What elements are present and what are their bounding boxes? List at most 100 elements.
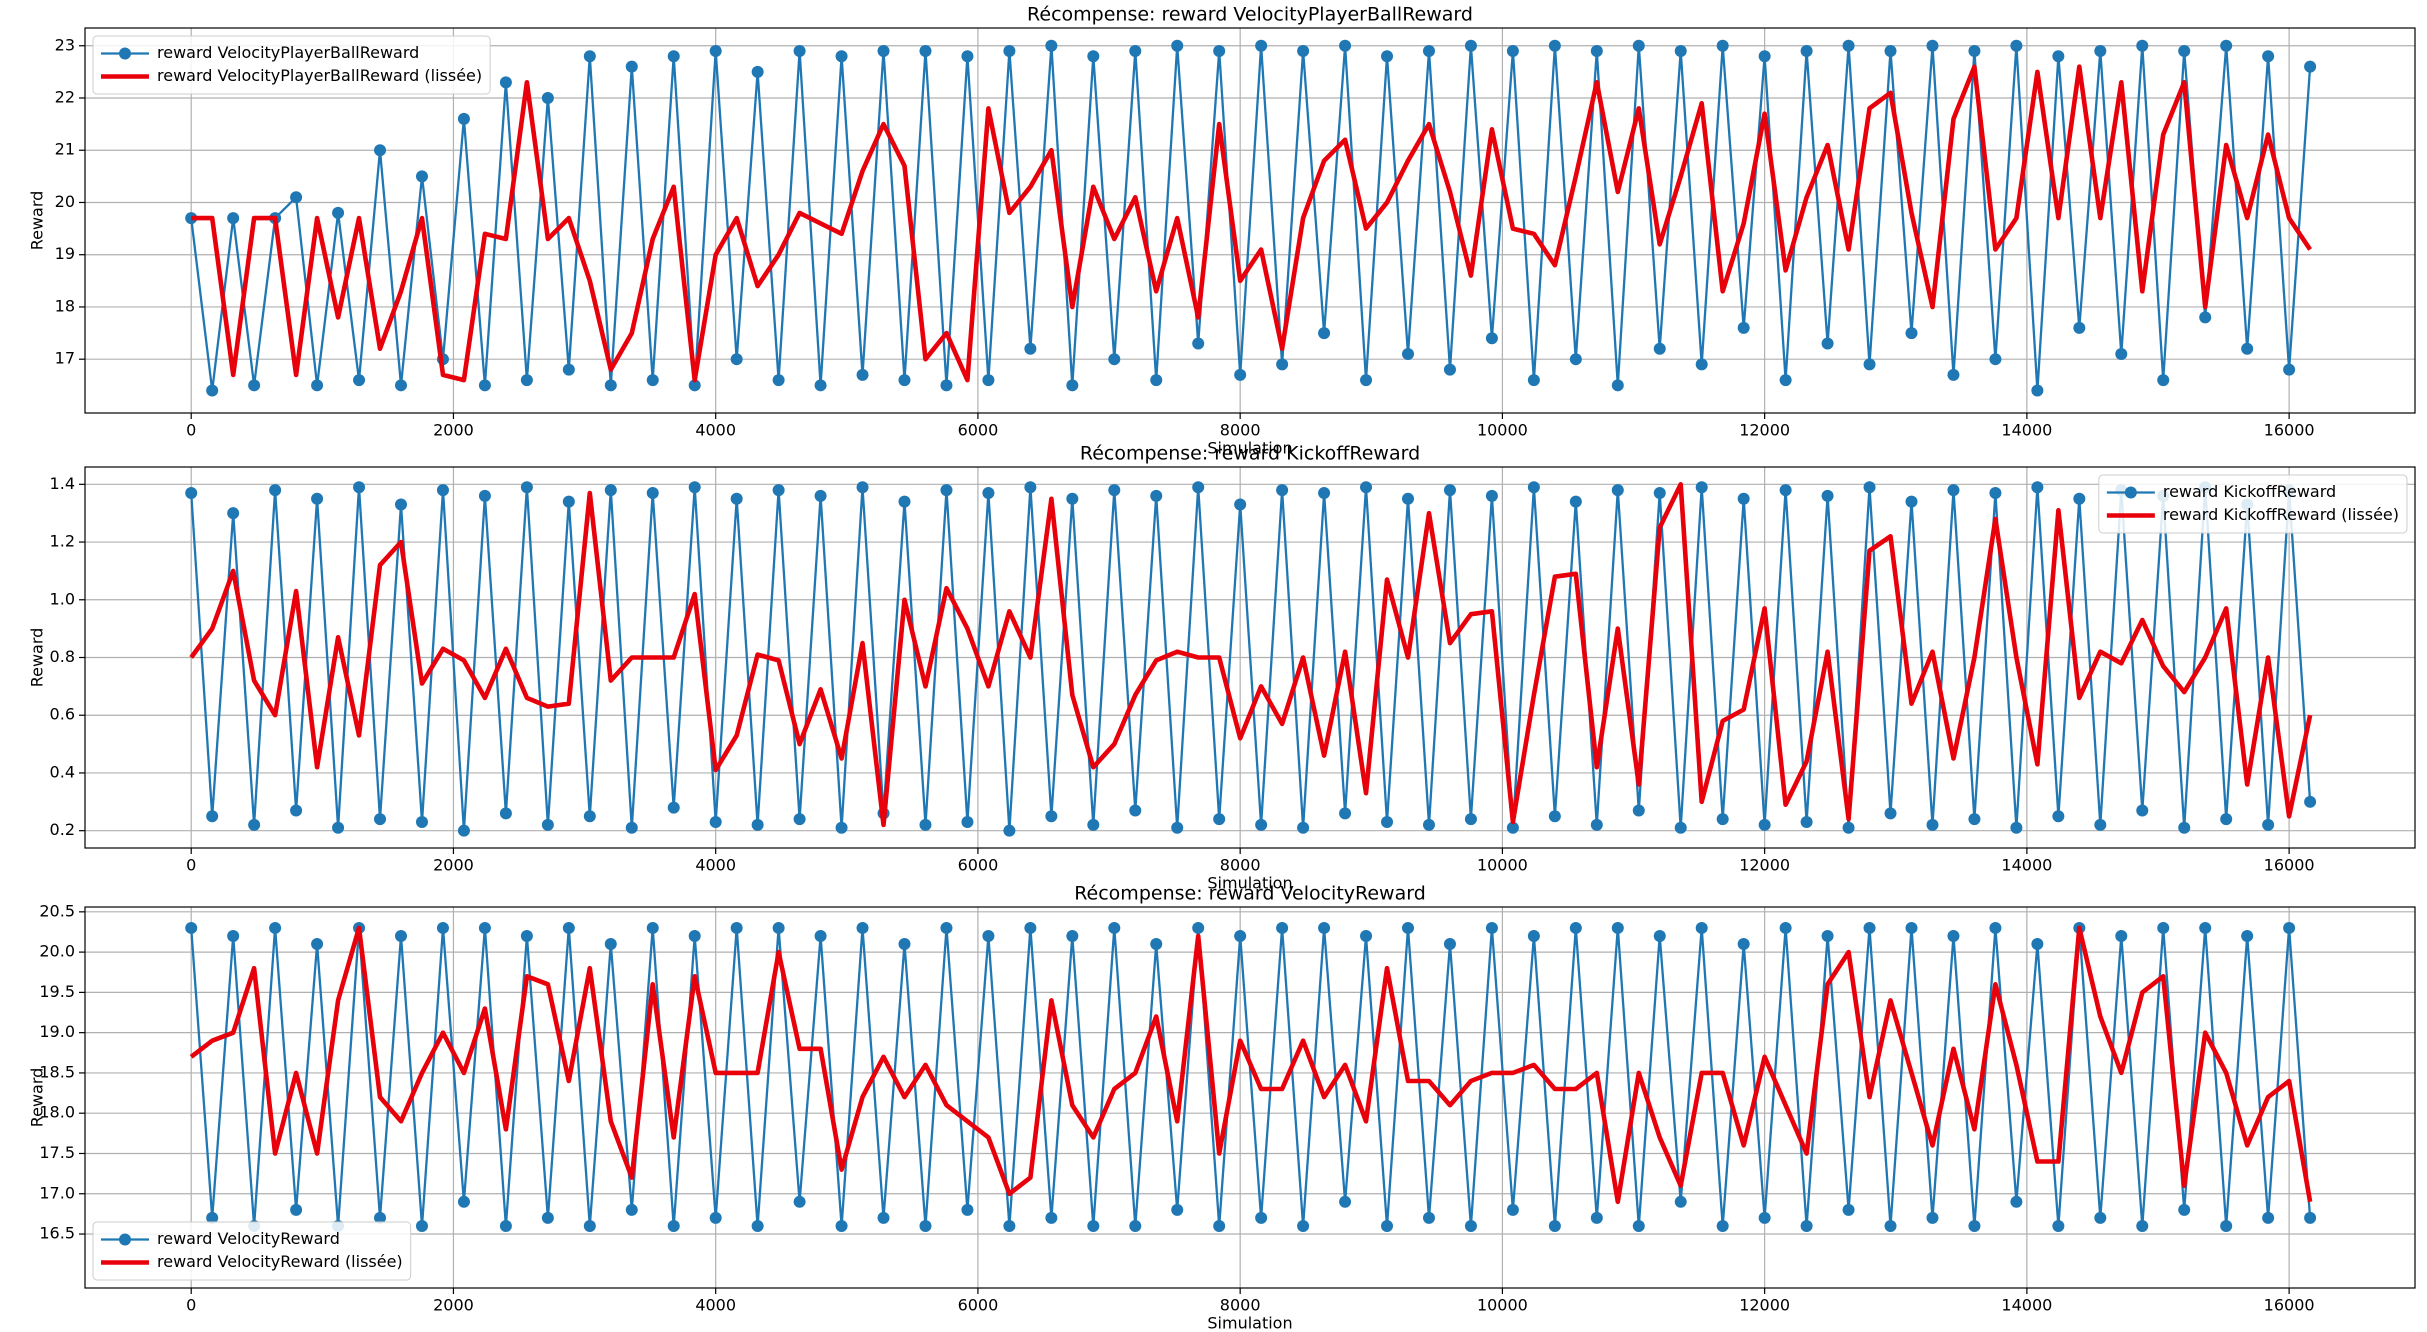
- x-tick-label: 2000: [433, 856, 474, 875]
- data-point: [856, 368, 869, 381]
- data-point: [961, 1203, 974, 1216]
- data-point: [2052, 50, 2065, 63]
- data-point: [1506, 1203, 1519, 1216]
- data-point: [2052, 810, 2065, 823]
- data-point: [1674, 44, 1687, 57]
- x-axis-label: Simulation: [1207, 1314, 1292, 1332]
- data-point: [206, 384, 219, 397]
- data-point: [856, 481, 869, 494]
- data-point: [1695, 481, 1708, 494]
- data-point: [1234, 368, 1247, 381]
- data-point: [583, 810, 596, 823]
- y-tick-label: 0.8: [50, 647, 75, 666]
- data-point: [227, 929, 240, 942]
- data-point: [1569, 353, 1582, 366]
- data-point: [1150, 489, 1163, 502]
- data-point: [2241, 929, 2254, 942]
- data-point: [1024, 342, 1037, 355]
- data-point: [1821, 489, 1834, 502]
- data-point: [457, 824, 470, 837]
- y-tick-label: 17.0: [39, 1183, 75, 1202]
- subplot: 0 2000 4000 6000 8000 10000 12000 14000 16000 16.…: [28, 883, 2416, 1332]
- data-point: [982, 486, 995, 499]
- data-point: [1401, 347, 1414, 360]
- data-point: [688, 929, 701, 942]
- data-point: [290, 191, 303, 204]
- data-point: [1422, 44, 1435, 57]
- data-point: [2241, 342, 2254, 355]
- data-point: [248, 818, 261, 831]
- y-tick-label: 20.5: [39, 901, 75, 920]
- data-point: [1968, 813, 1981, 826]
- plot-area: [185, 921, 2317, 1232]
- data-point: [1381, 816, 1394, 829]
- y-tick-label: 21: [55, 140, 75, 159]
- data-point: [961, 50, 974, 63]
- data-point: [625, 1203, 638, 1216]
- data-point: [1779, 484, 1792, 497]
- data-point: [1842, 39, 1855, 52]
- data-point: [541, 92, 554, 104]
- data-point: [1297, 821, 1310, 834]
- data-point: [1339, 807, 1352, 820]
- data-point: [2283, 921, 2296, 934]
- data-point: [2304, 795, 2317, 808]
- data-point: [1443, 484, 1456, 497]
- series-line: [190, 44, 2312, 392]
- data-point: [856, 921, 869, 934]
- data-point: [1842, 821, 1855, 834]
- data-point: [499, 1219, 512, 1232]
- data-point: [1611, 484, 1624, 497]
- data-point: [1653, 486, 1666, 499]
- data-point: [751, 1219, 764, 1232]
- data-point: [1297, 44, 1310, 57]
- data-point: [394, 929, 407, 942]
- plot-area: [185, 481, 2317, 837]
- data-point: [961, 816, 974, 829]
- legend-label: reward VelocityPlayerBallReward: [157, 43, 419, 62]
- data-point: [1926, 818, 1939, 831]
- data-point: [1234, 498, 1247, 511]
- data-point: [835, 1219, 848, 1232]
- data-point: [1108, 353, 1121, 366]
- data-point: [520, 481, 533, 494]
- chart-title: Récompense: reward KickoffReward: [1080, 443, 1420, 465]
- data-point: [1464, 39, 1477, 52]
- data-point: [1339, 39, 1352, 52]
- data-point: [478, 489, 491, 502]
- x-tick-label: 8000: [1220, 856, 1261, 875]
- data-point: [1360, 481, 1373, 494]
- data-point: [1045, 1211, 1058, 1224]
- data-point: [394, 498, 407, 511]
- data-point: [2136, 39, 2149, 52]
- data-point: [1884, 807, 1897, 820]
- data-point: [2178, 821, 2191, 834]
- x-tick-label: 12000: [1739, 421, 1790, 440]
- y-tick-label: 1.4: [50, 474, 75, 493]
- data-point: [1674, 821, 1687, 834]
- data-point: [1632, 39, 1645, 52]
- x-tick-label: 2000: [433, 421, 474, 440]
- data-point: [1024, 921, 1037, 934]
- data-point: [1590, 44, 1603, 57]
- data-point: [646, 921, 659, 934]
- data-point: [730, 353, 743, 366]
- data-point: [919, 1219, 932, 1232]
- data-point: [1926, 39, 1939, 52]
- data-point: [2094, 818, 2107, 831]
- data-point: [1947, 484, 1960, 497]
- data-point: [1863, 358, 1876, 371]
- legend: reward VelocityReward reward VelocityRewa…: [92, 1221, 412, 1281]
- data-point: [583, 1219, 596, 1232]
- data-point: [478, 379, 491, 392]
- data-point: [688, 379, 701, 392]
- data-point: [1905, 495, 1918, 508]
- data-point: [311, 938, 324, 951]
- data-point: [1569, 921, 1582, 934]
- data-point: [1422, 818, 1435, 831]
- data-point: [898, 938, 911, 951]
- y-tick-label: 19.0: [39, 1022, 75, 1041]
- data-point: [1758, 818, 1771, 831]
- data-point: [1800, 816, 1813, 829]
